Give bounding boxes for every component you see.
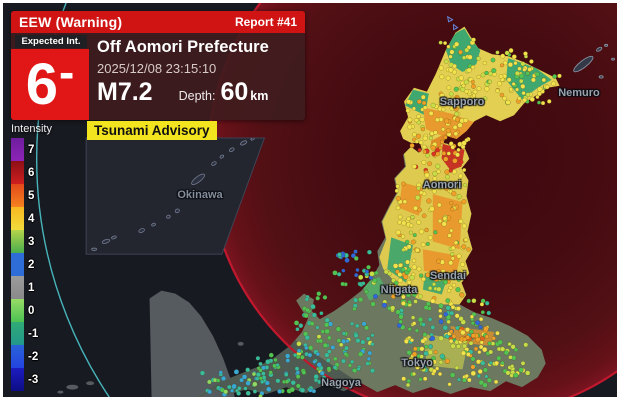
event-datetime: 2025/12/08 23:15:10 xyxy=(97,61,217,76)
expected-intensity-badge: Expected Int. xyxy=(15,35,87,48)
eew-details: Off Aomori Prefecture 2025/12/08 23:15:1… xyxy=(97,38,301,107)
eew-panel: EEW (Warning) Report #41 Expected Int. 6… xyxy=(11,11,305,120)
legend-color-cell xyxy=(11,299,24,322)
legend-color-cell xyxy=(11,230,24,253)
legend-row: 6 xyxy=(11,161,52,184)
epicenter-name: Off Aomori Prefecture xyxy=(97,38,269,56)
legend-value-label: -3 xyxy=(28,373,39,386)
legend-color-cell xyxy=(11,161,24,184)
intensity-value: 6 xyxy=(25,51,58,117)
magnitude-value: M7.2 xyxy=(97,78,153,106)
city-label-nagoya: Nagoya xyxy=(321,377,361,389)
city-label-aomori: Aomori xyxy=(422,179,462,191)
legend-value-label: 2 xyxy=(28,258,35,271)
intensity-sign: - xyxy=(58,45,75,98)
intensity-box: 6 - xyxy=(11,46,89,120)
city-label-tokyo: Tokyo xyxy=(401,357,433,369)
tsunami-advisory-banner: Tsunami Advisory xyxy=(87,121,217,140)
legend-value-label: -1 xyxy=(28,327,39,340)
eew-title: EEW (Warning) xyxy=(19,14,123,30)
city-label-sendai: Sendai xyxy=(429,270,467,282)
legend-row: 5 xyxy=(11,184,52,207)
legend-color-cell xyxy=(11,368,24,391)
legend-color-cell xyxy=(11,138,24,161)
city-label-okinawa: Okinawa xyxy=(177,189,223,201)
eew-report-number: Report #41 xyxy=(234,15,297,29)
legend-scale: 7 6 5 4 3 2 1 0 -1 -2 -3 xyxy=(11,138,52,391)
legend-value-label: 1 xyxy=(28,281,35,294)
eew-body: Expected Int. 6 - Off Aomori Prefecture … xyxy=(11,33,305,120)
legend-value-label: 6 xyxy=(28,166,35,179)
legend-value-label: 5 xyxy=(28,189,35,202)
legend-row: 4 xyxy=(11,207,52,230)
intensity-legend: Intensity 7 6 5 4 3 2 1 0 -1 -2 -3 xyxy=(11,123,52,391)
eew-header-bar: EEW (Warning) Report #41 xyxy=(11,11,305,33)
legend-color-cell xyxy=(11,322,24,345)
legend-value-label: 0 xyxy=(28,304,35,317)
p-wave-circle xyxy=(36,3,111,397)
legend-color-cell xyxy=(11,276,24,299)
depth-value: 60 xyxy=(220,78,249,106)
legend-color-cell xyxy=(11,253,24,276)
legend-row: 3 xyxy=(11,230,52,253)
japan-map[interactable] xyxy=(3,3,617,397)
korea-landmass xyxy=(57,290,244,397)
legend-row: 0 xyxy=(11,299,52,322)
legend-row: -2 xyxy=(11,345,52,368)
rishiri-islets xyxy=(446,15,459,31)
station-dots xyxy=(199,37,562,397)
okinawa-inset xyxy=(85,137,266,255)
legend-value-label: 3 xyxy=(28,235,35,248)
legend-row: 1 xyxy=(11,276,52,299)
city-label-nemuro: Nemuro xyxy=(558,87,600,99)
legend-color-cell xyxy=(11,207,24,230)
legend-row: 7 xyxy=(11,138,52,161)
city-label-niigata: Niigata xyxy=(380,284,418,296)
legend-value-label: -2 xyxy=(28,350,39,363)
kuril-islands xyxy=(573,43,615,79)
legend-row: 2 xyxy=(11,253,52,276)
legend-title: Intensity xyxy=(11,123,52,135)
depth-label: Depth: xyxy=(178,89,216,103)
legend-color-cell xyxy=(11,345,24,368)
legend-row: -3 xyxy=(11,368,52,391)
legend-color-cell xyxy=(11,184,24,207)
legend-value-label: 4 xyxy=(28,212,35,225)
city-label-sapporo: Sapporo xyxy=(439,96,485,108)
magnitude-depth-row: M7.2 Depth: 60 km xyxy=(97,78,301,107)
depth-unit: km xyxy=(250,89,269,103)
legend-value-label: 7 xyxy=(28,143,35,156)
legend-row: -1 xyxy=(11,322,52,345)
